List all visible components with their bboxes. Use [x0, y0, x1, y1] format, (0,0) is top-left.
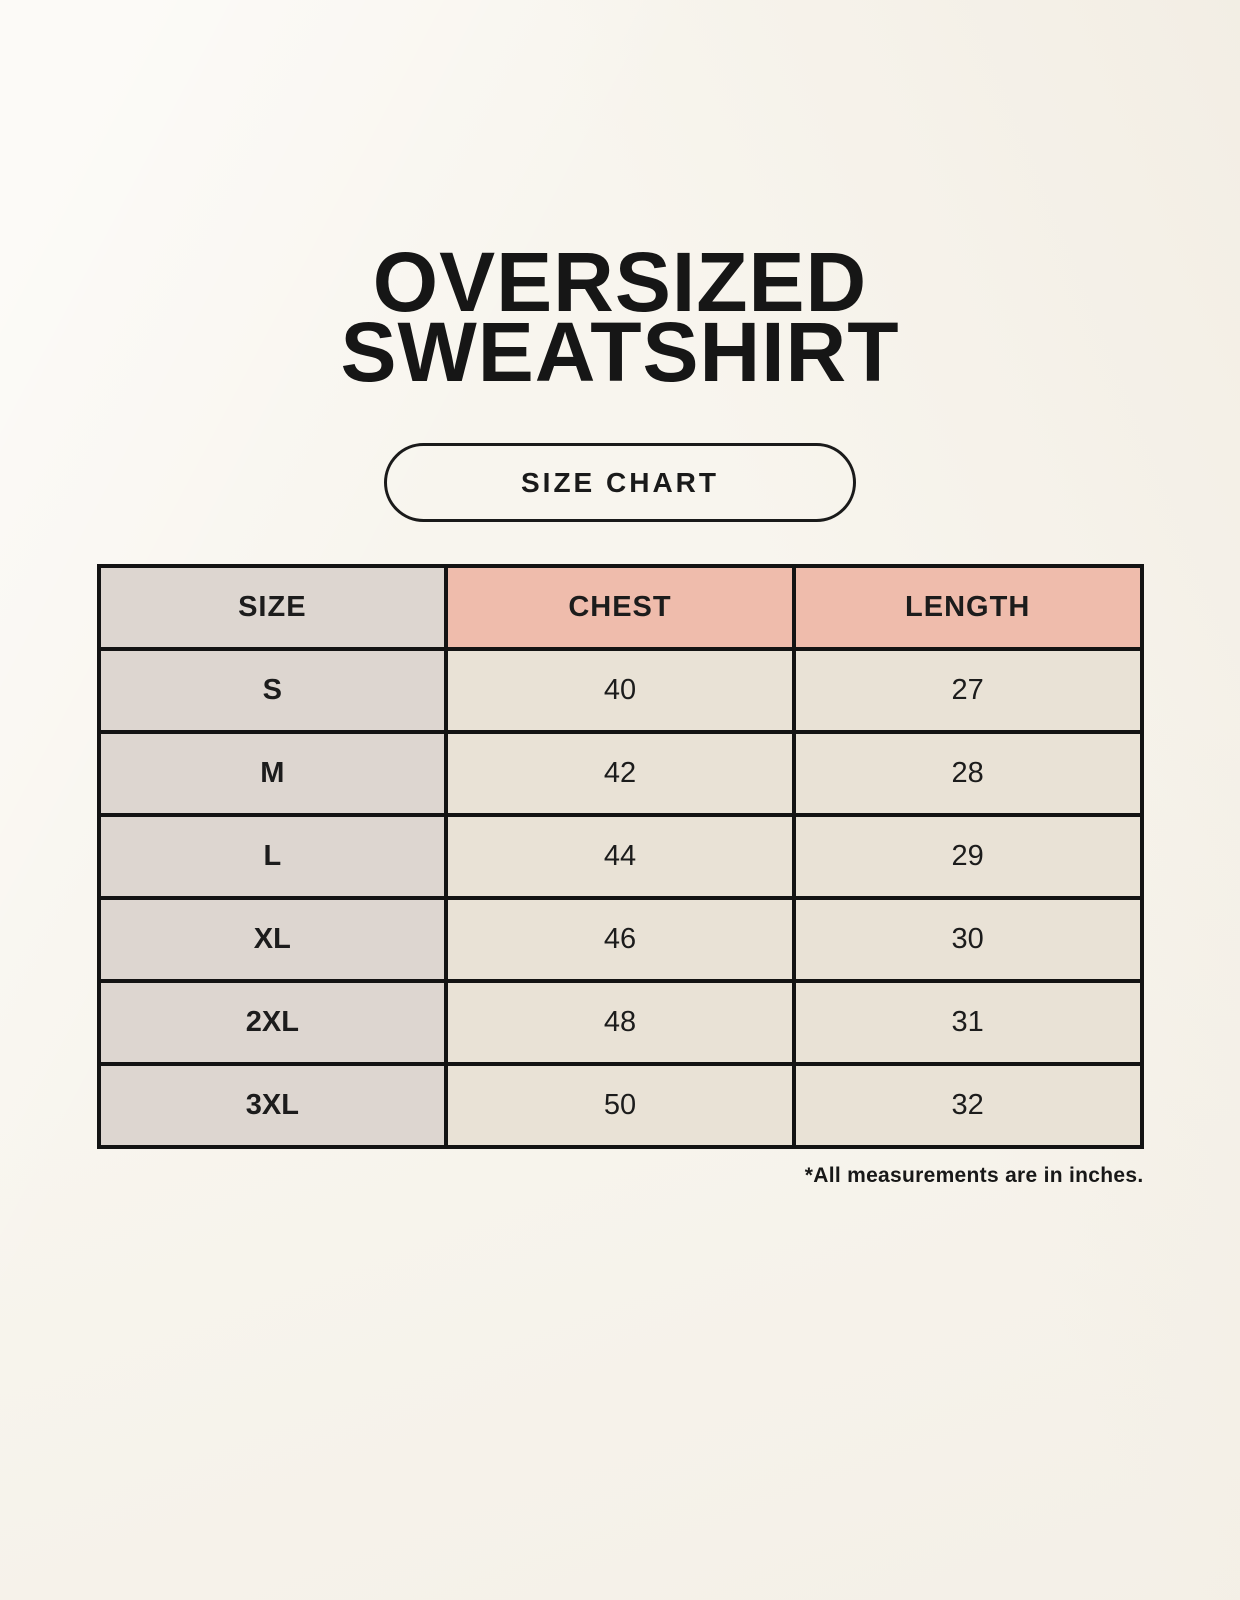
- chest-cell: 42: [444, 730, 796, 817]
- table-header-row: SIZE CHEST LENGTH: [96, 564, 1144, 651]
- table-row: S 40 27: [96, 647, 1144, 734]
- size-cell: XL: [96, 896, 449, 983]
- table-row: M 42 28: [96, 730, 1144, 817]
- column-header-length: LENGTH: [791, 564, 1144, 651]
- product-title: OVERSIZED SWEATSHIRT: [0, 0, 1240, 394]
- size-chart-badge[interactable]: SIZE CHART: [384, 443, 856, 522]
- product-title-line-1: OVERSIZED: [372, 235, 868, 329]
- table-row: XL 46 30: [96, 896, 1144, 983]
- size-cell: 2XL: [96, 979, 449, 1066]
- size-cell: S: [96, 647, 449, 734]
- size-cell: M: [96, 730, 449, 817]
- chest-cell: 48: [444, 979, 796, 1066]
- length-cell: 27: [791, 647, 1144, 734]
- size-chart-page: OVERSIZED SWEATSHIRT SIZE CHART SIZE CHE…: [0, 0, 1240, 1187]
- length-cell: 31: [791, 979, 1144, 1066]
- table-row: L 44 29: [96, 813, 1144, 900]
- product-title-line-2: SWEATSHIRT: [340, 305, 900, 399]
- size-cell: 3XL: [96, 1062, 449, 1149]
- chest-cell: 50: [444, 1062, 796, 1149]
- table-row: 2XL 48 31: [96, 979, 1144, 1066]
- length-cell: 32: [791, 1062, 1144, 1149]
- column-header-chest: CHEST: [444, 564, 796, 651]
- length-cell: 30: [791, 896, 1144, 983]
- size-cell: L: [96, 813, 449, 900]
- length-cell: 29: [791, 813, 1144, 900]
- table-row: 3XL 50 32: [96, 1062, 1144, 1149]
- chest-cell: 46: [444, 896, 796, 983]
- length-cell: 28: [791, 730, 1144, 817]
- measurements-note: *All measurements are in inches.: [804, 1164, 1144, 1187]
- chest-cell: 40: [444, 647, 796, 734]
- chest-cell: 44: [444, 813, 796, 900]
- size-chart-table: SIZE CHEST LENGTH S 40 27 M 42 28 L 44 2…: [96, 564, 1144, 1149]
- column-header-size: SIZE: [96, 564, 449, 651]
